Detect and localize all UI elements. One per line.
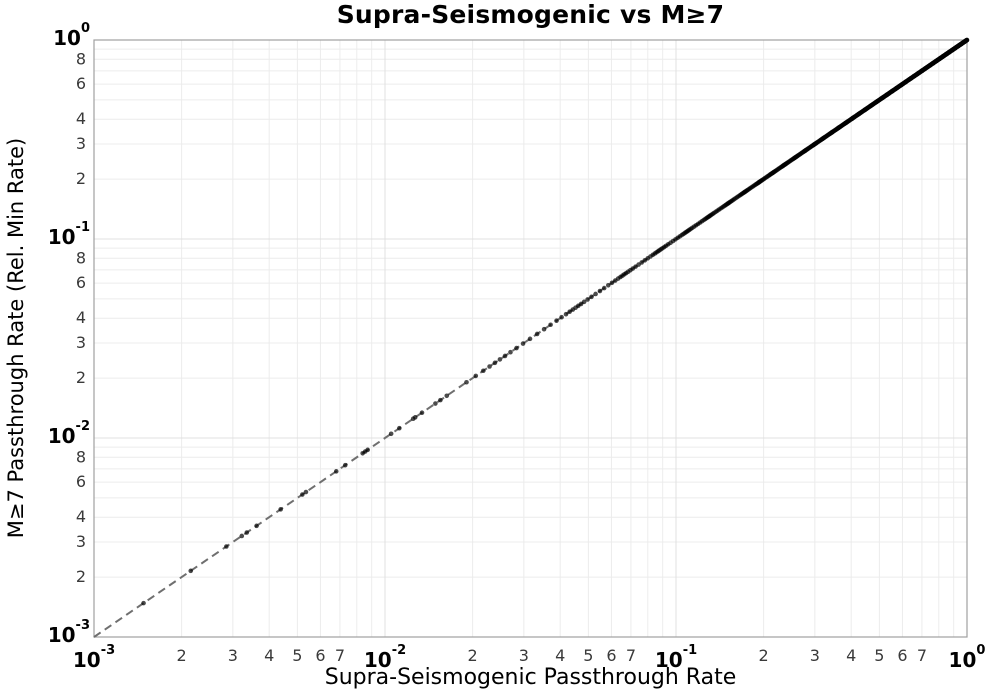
x-minor-tick-label: 6 (315, 646, 325, 665)
data-point (239, 533, 245, 539)
y-minor-tick-label: 6 (76, 273, 86, 292)
y-major-tick-label: 10-1 (48, 220, 90, 249)
data-point (559, 314, 564, 320)
y-major-tick-label: 10-3 (48, 618, 90, 647)
data-point (333, 469, 339, 474)
data-point (541, 326, 547, 332)
data-point (300, 492, 305, 497)
y-minor-tick-label: 3 (76, 134, 86, 153)
y-minor-tick-label: 3 (76, 532, 86, 551)
data-point (487, 364, 492, 369)
y-minor-tick-label: 2 (76, 368, 86, 387)
data-point (589, 294, 594, 300)
data-point (419, 410, 425, 416)
x-minor-tick-label: 5 (874, 646, 884, 665)
data-point (412, 415, 418, 420)
data-point (444, 393, 450, 399)
y-minor-tick-label: 2 (76, 567, 86, 586)
data-point (585, 297, 590, 302)
identity-dashed-line (93, 39, 968, 638)
plot-border (93, 39, 968, 638)
data-point (601, 285, 607, 291)
data-point (497, 357, 503, 362)
y-minor-tick-label: 4 (76, 507, 86, 526)
y-minor-tick-label: 8 (76, 49, 86, 68)
data-point (397, 425, 402, 431)
y-minor-tick-label: 8 (76, 248, 86, 267)
data-point (254, 523, 259, 529)
x-major-tick-label: 10-3 (73, 643, 115, 672)
data-point (508, 349, 513, 355)
data-point (188, 568, 194, 574)
data-point (597, 288, 603, 294)
data-point (593, 291, 598, 297)
x-minor-tick-label: 5 (583, 646, 593, 665)
x-minor-tick-label: 3 (519, 646, 529, 665)
y-minor-tick-label: 8 (76, 447, 86, 466)
data-point (365, 447, 370, 453)
x-minor-tick-label: 7 (335, 646, 345, 665)
data-point (609, 280, 615, 286)
data-point (244, 530, 250, 535)
y-major-tick-label: 10-2 (48, 419, 90, 448)
x-minor-tick-label: 2 (759, 646, 769, 665)
data-point (141, 600, 146, 606)
data-point (520, 341, 526, 346)
x-minor-tick-label: 3 (228, 646, 238, 665)
scatter-points (141, 37, 970, 606)
x-minor-tick-label: 4 (555, 646, 565, 665)
x-minor-tick-label: 2 (468, 646, 478, 665)
data-point (534, 331, 540, 337)
x-minor-tick-label: 7 (917, 646, 927, 665)
y-minor-tick-label: 2 (76, 169, 86, 188)
data-point (473, 373, 479, 379)
x-minor-tick-label: 3 (810, 646, 820, 665)
data-point (548, 322, 553, 328)
data-point (388, 431, 394, 437)
y-major-tick-label: 100 (53, 21, 90, 50)
data-point (303, 489, 309, 495)
data-point (527, 336, 533, 342)
x-minor-tick-label: 2 (177, 646, 187, 665)
x-minor-tick-label: 4 (846, 646, 856, 665)
data-point (964, 37, 970, 43)
data-point (224, 544, 229, 549)
data-point (433, 401, 438, 406)
y-minor-tick-label: 4 (76, 109, 86, 128)
x-major-tick-label: 100 (949, 643, 986, 672)
data-point (438, 397, 443, 403)
minor-grid-lines (94, 40, 967, 637)
x-axis-label: Supra-Seismogenic Passthrough Rate (324, 665, 737, 690)
x-minor-tick-label: 6 (606, 646, 616, 665)
x-major-tick-label: 10-1 (655, 643, 697, 672)
data-point (278, 507, 283, 512)
data-point (481, 368, 486, 374)
y-minor-tick-label: 3 (76, 333, 86, 352)
x-minor-tick-label: 7 (626, 646, 636, 665)
data-point (605, 283, 611, 288)
data-point (502, 353, 508, 359)
y-minor-tick-label: 6 (76, 472, 86, 491)
chart-title: Supra-Seismogenic vs M≥7 (336, 0, 725, 29)
x-minor-tick-label: 6 (897, 646, 907, 665)
data-point (342, 462, 348, 468)
data-point (581, 299, 587, 305)
y-minor-tick-label: 6 (76, 74, 86, 93)
y-minor-tick-label: 4 (76, 308, 86, 327)
x-minor-tick-label: 4 (264, 646, 274, 665)
data-point (563, 311, 569, 317)
x-minor-tick-label: 5 (292, 646, 302, 665)
x-major-tick-label: 10-2 (364, 643, 406, 672)
data-point (554, 318, 559, 324)
data-point (464, 379, 469, 385)
data-point (514, 345, 519, 351)
data-point (492, 360, 498, 366)
